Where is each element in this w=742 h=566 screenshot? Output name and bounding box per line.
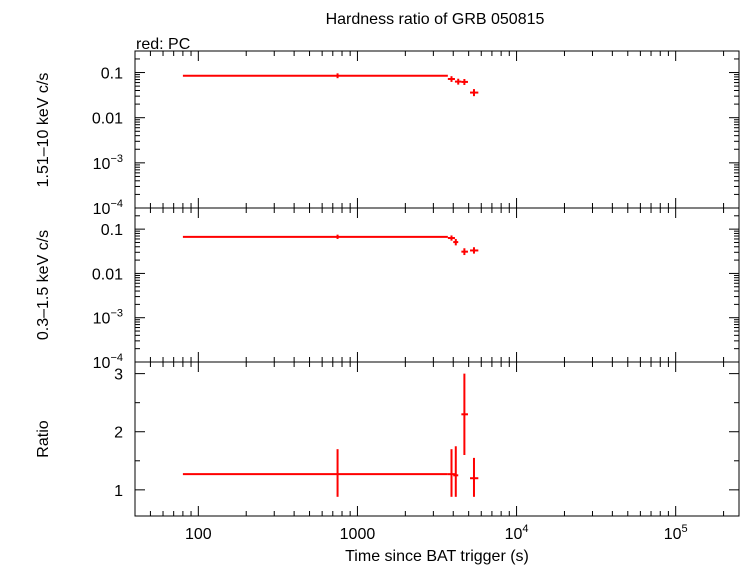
y-tick-label: 2 bbox=[114, 425, 123, 442]
data-point bbox=[447, 235, 455, 241]
data-point bbox=[461, 78, 468, 85]
x-tick-label: 105 bbox=[664, 523, 688, 543]
y-ticks: 0.1 0.01 10−3 10−4 bbox=[92, 58, 739, 218]
data-point bbox=[461, 373, 468, 455]
y-tick-label: 3 bbox=[114, 367, 123, 384]
y-tick-label: 0.1 bbox=[101, 66, 123, 83]
legend-label: red: PC bbox=[136, 36, 190, 53]
y-tick-label: 10−4 bbox=[93, 198, 123, 218]
data-point bbox=[453, 446, 459, 497]
chart-title: Hardness ratio of GRB 050815 bbox=[326, 11, 545, 28]
data-point bbox=[182, 73, 448, 79]
data-point bbox=[470, 89, 479, 97]
data-point bbox=[182, 234, 448, 239]
data-point bbox=[454, 78, 462, 85]
y-tick-label: 1 bbox=[114, 483, 123, 500]
y-tick-label: 10−4 bbox=[93, 352, 123, 372]
y-tick-label: 0.1 bbox=[101, 222, 123, 239]
panel-frame bbox=[134, 50, 740, 209]
y-tick-label: 10−3 bbox=[93, 308, 123, 328]
x-axis-label: Time since BAT trigger (s) bbox=[345, 548, 529, 565]
x-tick-labels: 100 1000 104 105 bbox=[185, 523, 688, 543]
data-point bbox=[447, 76, 455, 82]
data-point bbox=[453, 238, 459, 246]
y-axis-label: Ratio bbox=[35, 420, 52, 457]
series-pc bbox=[182, 373, 479, 497]
y-tick-label: 10−3 bbox=[93, 153, 123, 173]
panel-hard: 0.1 0.01 10−3 10−4 1.51–10 keV c/s bbox=[35, 50, 740, 218]
y-ticks: 3 2 1 bbox=[114, 367, 739, 500]
y-axis-label: 1.51–10 keV c/s bbox=[35, 73, 52, 188]
panel-frame bbox=[134, 361, 740, 517]
y-tick-label: 0.01 bbox=[92, 111, 123, 128]
y-ticks: 0.1 0.01 10−3 10−4 bbox=[92, 215, 739, 372]
x-tick-label: 104 bbox=[505, 523, 529, 543]
x-tick-label: 100 bbox=[185, 526, 212, 543]
x-ticks bbox=[134, 362, 725, 516]
x-ticks bbox=[134, 51, 725, 208]
y-axis-label: 0.3–1.5 keV c/s bbox=[35, 230, 52, 340]
data-point bbox=[182, 449, 448, 497]
data-point bbox=[461, 248, 468, 256]
x-tick-label: 1000 bbox=[340, 526, 376, 543]
panel-ratio: 3 2 1 Ratio bbox=[35, 361, 740, 517]
data-point bbox=[470, 247, 479, 254]
series-pc bbox=[182, 73, 479, 97]
series-pc bbox=[182, 234, 479, 256]
data-point bbox=[470, 457, 479, 497]
x-ticks bbox=[134, 208, 725, 362]
y-tick-label: 0.01 bbox=[92, 266, 123, 283]
data-point bbox=[447, 449, 455, 497]
panel-frame bbox=[134, 207, 740, 363]
panels: 0.1 0.01 10−3 10−4 1.51–10 keV c/s 0.1 0.01 10−… bbox=[35, 50, 740, 517]
panel-soft: 0.1 0.01 10−3 10−4 0.3–1.5 keV c/s bbox=[35, 207, 740, 372]
